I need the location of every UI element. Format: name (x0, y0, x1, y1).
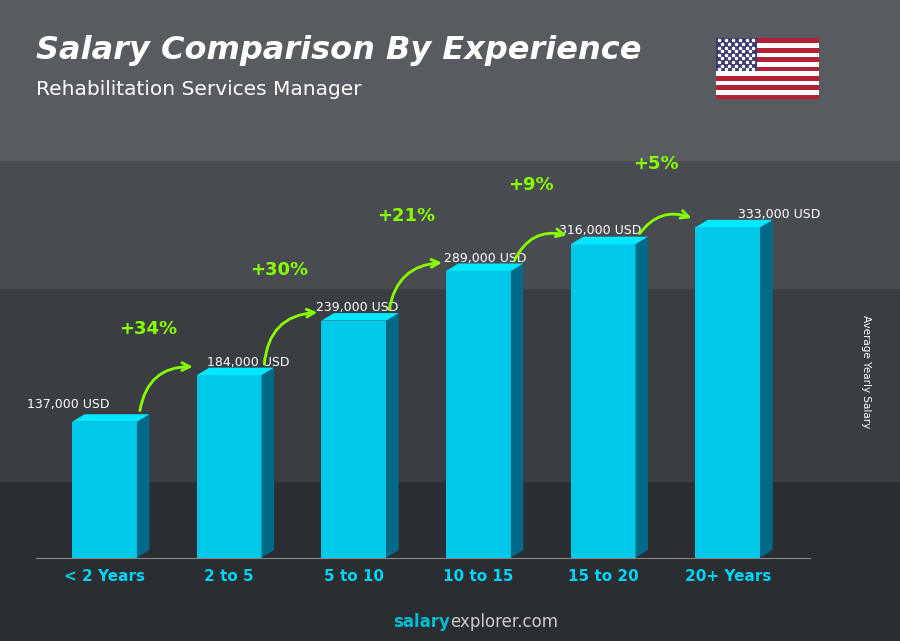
Text: Salary Comparison By Experience: Salary Comparison By Experience (36, 35, 642, 66)
Polygon shape (197, 368, 274, 375)
Text: 184,000 USD: 184,000 USD (207, 356, 289, 369)
Polygon shape (72, 414, 149, 422)
Polygon shape (696, 220, 772, 228)
Bar (716, 81, 819, 85)
Text: Rehabilitation Services Manager: Rehabilitation Services Manager (36, 80, 362, 99)
Text: +9%: +9% (508, 176, 554, 194)
Bar (716, 38, 757, 71)
Text: 316,000 USD: 316,000 USD (560, 224, 642, 237)
Bar (716, 43, 819, 48)
Bar (696, 228, 760, 558)
Bar (716, 62, 819, 67)
Bar (716, 53, 819, 57)
Text: salary: salary (393, 613, 450, 631)
Polygon shape (511, 263, 523, 558)
Bar (571, 244, 635, 558)
Text: +30%: +30% (250, 261, 308, 279)
Text: +5%: +5% (633, 155, 679, 173)
Bar (197, 375, 262, 558)
Text: 137,000 USD: 137,000 USD (27, 398, 110, 412)
Bar (716, 67, 819, 71)
Bar (72, 422, 137, 558)
Text: 239,000 USD: 239,000 USD (317, 301, 399, 314)
Text: +21%: +21% (377, 207, 436, 225)
Polygon shape (446, 263, 523, 271)
Bar (446, 271, 511, 558)
Bar (716, 71, 819, 76)
Bar (716, 85, 819, 90)
Polygon shape (262, 368, 274, 558)
Text: 333,000 USD: 333,000 USD (738, 208, 820, 221)
Bar (716, 76, 819, 81)
Text: Average Yearly Salary: Average Yearly Salary (860, 315, 871, 428)
Bar (716, 95, 819, 99)
Polygon shape (321, 313, 399, 320)
Text: explorer.com: explorer.com (450, 613, 558, 631)
Text: 289,000 USD: 289,000 USD (444, 252, 526, 265)
Bar (716, 90, 819, 95)
Polygon shape (137, 414, 149, 558)
Bar (716, 48, 819, 53)
Polygon shape (760, 220, 772, 558)
Bar (716, 57, 819, 62)
Polygon shape (635, 237, 648, 558)
Polygon shape (571, 237, 648, 244)
Text: +34%: +34% (119, 320, 177, 338)
Bar (716, 38, 819, 43)
Polygon shape (386, 313, 399, 558)
Bar (321, 320, 386, 558)
